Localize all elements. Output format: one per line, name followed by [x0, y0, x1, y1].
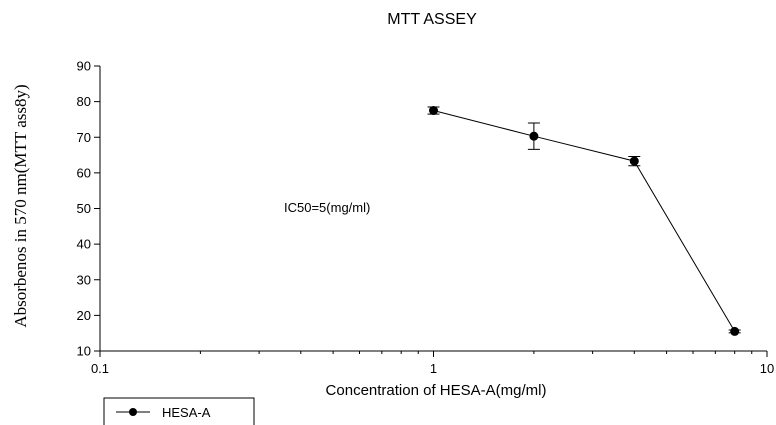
x-tick-label: 0.1 [91, 361, 109, 376]
series-line [433, 110, 736, 332]
data-point [529, 131, 539, 141]
y-tick-label: 20 [77, 308, 91, 323]
y-tick-label: 30 [77, 272, 91, 287]
y-tick-label: 70 [77, 130, 91, 145]
x-tick-label: 1 [430, 361, 437, 376]
y-axis-label: Absorbenos in 570 nm(MTT ass8y) [11, 84, 30, 327]
y-tick-label: 10 [77, 344, 91, 359]
data-point [629, 156, 639, 166]
x-axis-label: Concentration of HESA-A(mg/ml) [326, 382, 547, 399]
series-hesa-a [427, 106, 741, 336]
data-point [429, 106, 438, 116]
x-tick-label: 10 [760, 361, 774, 376]
legend-box [103, 397, 255, 425]
legend-marker-swatch [129, 408, 137, 416]
chart-title: MTT ASSEY [387, 11, 477, 28]
y-tick-label: 90 [77, 59, 91, 74]
y-tick-label: 60 [77, 165, 91, 180]
y-tick-label: 50 [77, 201, 91, 216]
legend-label-hesa-a: HESA-A [162, 405, 211, 420]
y-tick-label: 40 [77, 237, 91, 252]
data-point [730, 326, 740, 336]
y-axis-ticks: 10 20 30 40 50 60 70 80 90 [77, 59, 100, 359]
ic50-annotation: IC50=5(mg/ml) [284, 200, 370, 215]
x-axis-ticks: 0.1 1 10 [91, 351, 774, 376]
y-tick-label: 80 [77, 94, 91, 109]
legend: HESA-A [103, 397, 255, 425]
